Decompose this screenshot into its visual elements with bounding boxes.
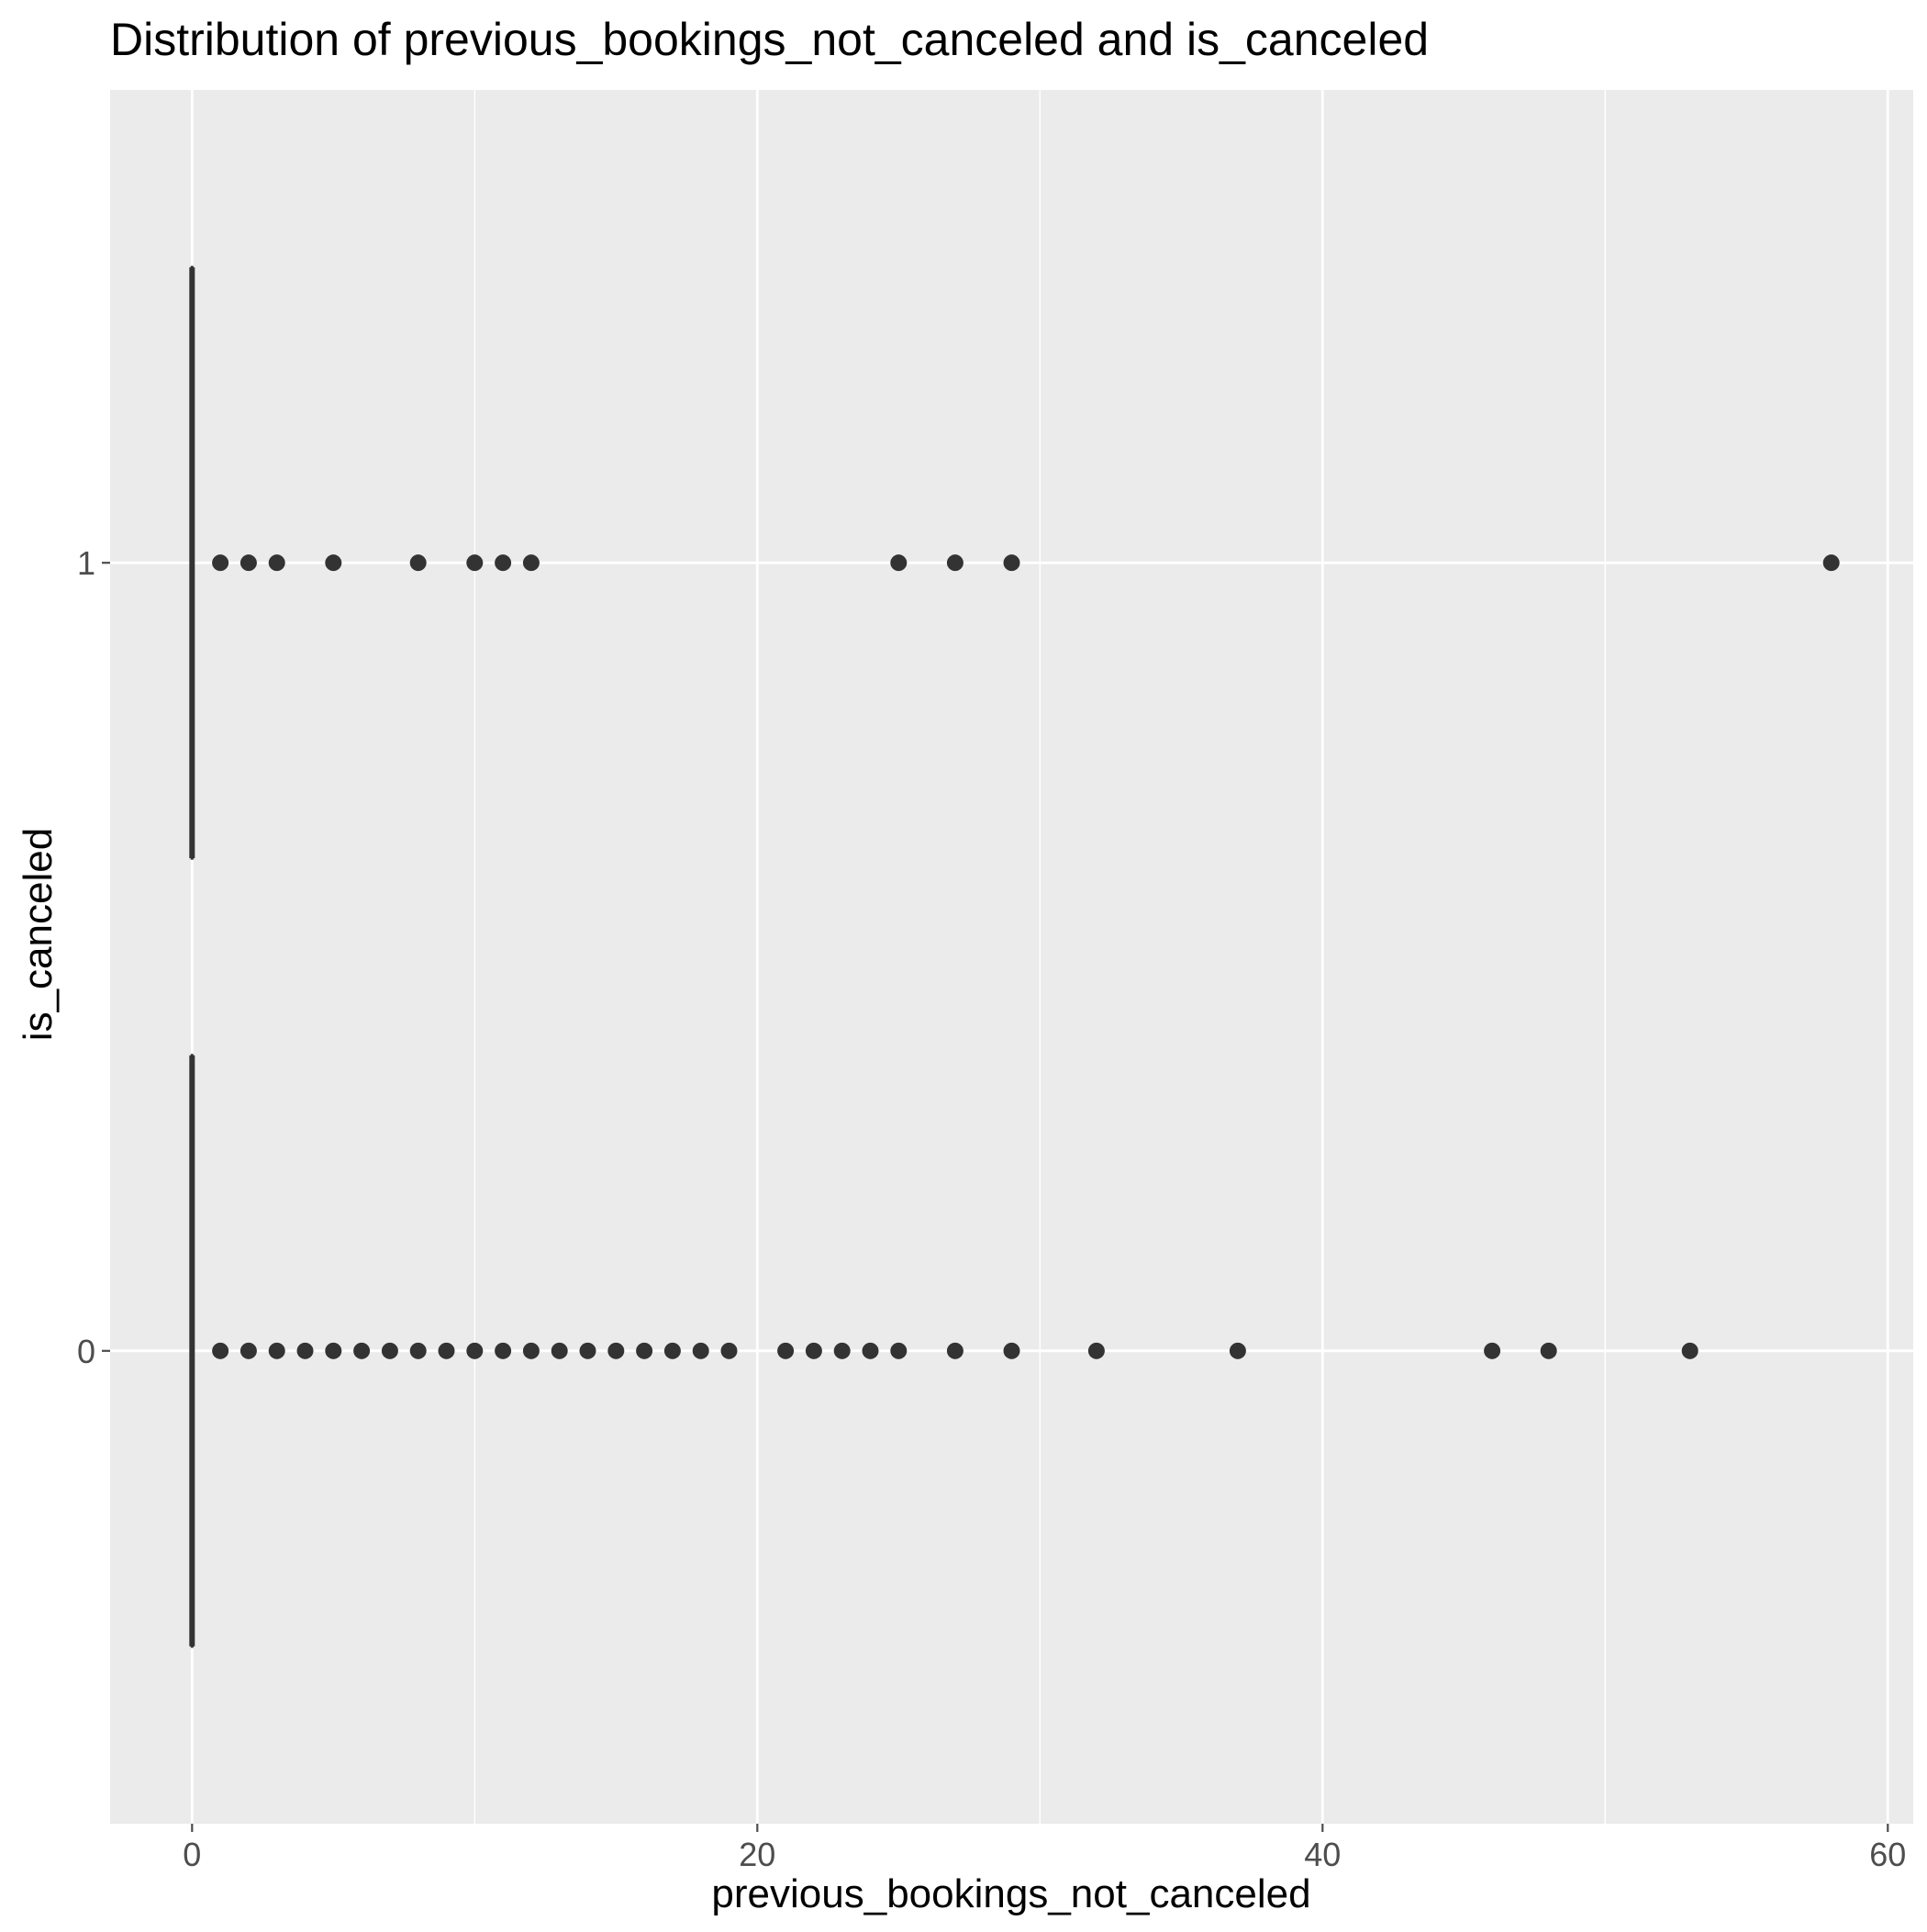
outlier-point: [523, 554, 540, 571]
y-tick-label: 1: [77, 544, 95, 582]
outlier-point: [693, 1343, 709, 1359]
x-tick-label: 40: [1304, 1836, 1341, 1873]
outlier-point: [410, 554, 427, 571]
outlier-point: [1088, 1343, 1105, 1359]
outlier-point: [269, 554, 285, 571]
outlier-point: [523, 1343, 540, 1359]
outlier-point: [834, 1343, 851, 1359]
outlier-point: [721, 1343, 738, 1359]
x-tick-label: 20: [739, 1836, 775, 1873]
outlier-point: [607, 1343, 624, 1359]
outlier-point: [325, 554, 341, 571]
outlier-point: [297, 1343, 314, 1359]
outlier-point: [325, 1343, 341, 1359]
outlier-point: [777, 1343, 794, 1359]
outlier-point: [353, 1343, 370, 1359]
y-axis-label: is_canceled: [16, 828, 61, 1041]
outlier-point: [947, 1343, 964, 1359]
chart-title: Distribution of previous_bookings_not_ca…: [110, 14, 1429, 65]
outlier-point: [636, 1343, 652, 1359]
outlier-point: [1230, 1343, 1246, 1359]
outlier-point: [466, 554, 483, 571]
x-axis-label: previous_bookings_not_canceled: [711, 1871, 1310, 1916]
plot-panel: [110, 90, 1913, 1824]
outlier-point: [240, 1343, 257, 1359]
outlier-point: [1004, 1343, 1020, 1359]
outlier-point: [212, 554, 228, 571]
outlier-point: [495, 554, 511, 571]
outlier-point: [410, 1343, 427, 1359]
outlier-point: [439, 1343, 455, 1359]
outlier-point: [1484, 1343, 1500, 1359]
outlier-point: [1682, 1343, 1699, 1359]
outlier-point: [806, 1343, 822, 1359]
outlier-point: [580, 1343, 596, 1359]
y-tick-label: 0: [77, 1333, 95, 1370]
outlier-point: [890, 554, 907, 571]
x-tick-label: 0: [183, 1836, 201, 1873]
outlier-point: [664, 1343, 681, 1359]
outlier-point: [466, 1343, 483, 1359]
outlier-point: [890, 1343, 907, 1359]
outlier-point: [863, 1343, 879, 1359]
outlier-point: [269, 1343, 285, 1359]
outlier-point: [1823, 554, 1840, 571]
outlier-point: [382, 1343, 398, 1359]
outlier-point: [947, 554, 964, 571]
outlier-point: [551, 1343, 568, 1359]
outlier-point: [1541, 1343, 1557, 1359]
x-tick-label: 60: [1869, 1836, 1906, 1873]
outlier-point: [212, 1343, 228, 1359]
outlier-point: [1004, 554, 1020, 571]
outlier-point: [240, 554, 257, 571]
outlier-point: [495, 1343, 511, 1359]
